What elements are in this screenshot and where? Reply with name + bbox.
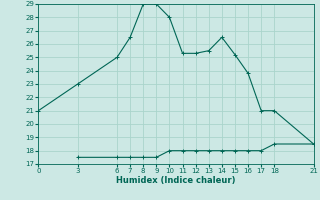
X-axis label: Humidex (Indice chaleur): Humidex (Indice chaleur): [116, 176, 236, 185]
